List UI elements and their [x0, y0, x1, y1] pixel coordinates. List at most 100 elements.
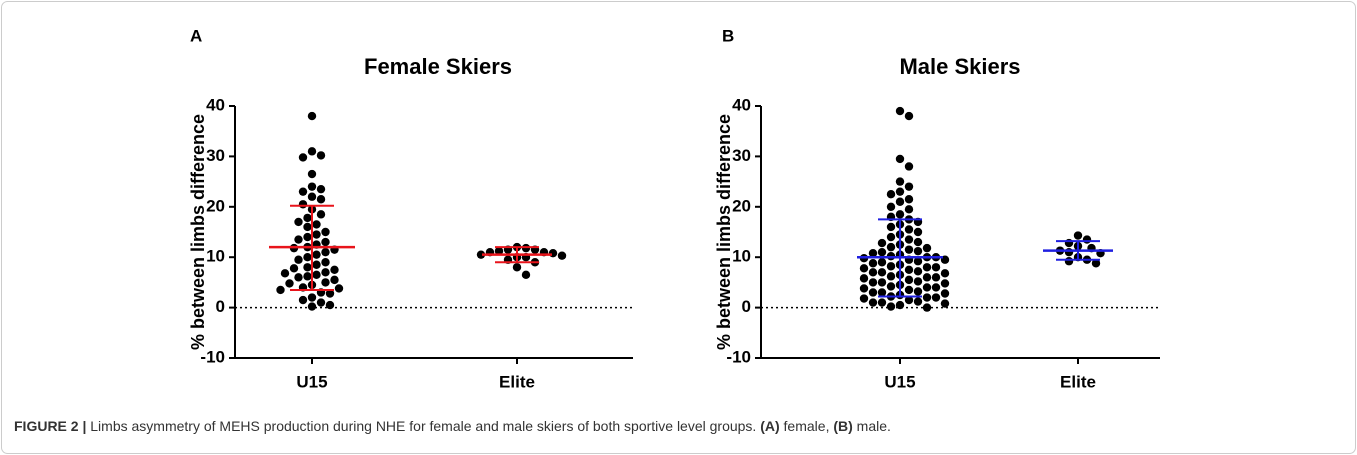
data-point — [877, 258, 887, 267]
data-point — [859, 284, 869, 293]
caption-text: (A) — [760, 418, 780, 434]
data-point — [940, 279, 950, 288]
data-point — [868, 248, 878, 258]
data-point — [913, 267, 923, 276]
data-point — [868, 288, 878, 297]
data-point — [886, 262, 896, 271]
data-point — [307, 293, 317, 302]
caption: FIGURE 2 | Limbs asymmetry of MEHS produ… — [14, 418, 891, 434]
data-point — [316, 298, 326, 307]
data-point — [922, 243, 932, 253]
y-tick-label: 0 — [216, 297, 225, 316]
data-point — [859, 274, 869, 283]
data-point — [303, 253, 312, 262]
data-point — [312, 260, 321, 269]
data-point — [922, 273, 932, 282]
data-point — [931, 263, 941, 272]
data-point — [913, 237, 923, 247]
data-point — [294, 255, 303, 264]
data-point — [303, 263, 312, 272]
data-point — [886, 190, 896, 199]
data-point — [904, 205, 914, 214]
y-axis-label: % between limbs difference — [188, 114, 208, 350]
data-point — [294, 235, 303, 244]
data-point — [913, 287, 923, 296]
y-axis-label: % between limbs difference — [714, 114, 734, 350]
x-tick-label: U15 — [296, 372, 327, 391]
data-point — [1064, 247, 1074, 257]
data-point — [1064, 257, 1074, 266]
data-point — [521, 270, 531, 280]
caption-text: (B) — [833, 418, 853, 434]
data-point — [316, 184, 326, 194]
data-point — [307, 147, 317, 156]
data-point — [548, 248, 558, 258]
data-point — [868, 298, 878, 307]
data-point — [913, 277, 923, 286]
data-point — [303, 232, 312, 242]
data-point — [859, 294, 869, 303]
data-point — [321, 227, 330, 237]
data-point — [316, 195, 326, 204]
data-point — [877, 238, 887, 248]
data-point — [557, 251, 567, 260]
y-tick-label: 10 — [206, 247, 225, 266]
data-point — [334, 284, 344, 293]
data-point — [298, 187, 308, 196]
data-point — [859, 264, 869, 273]
data-point — [931, 283, 941, 292]
caption-text: Limbs asymmetry of MEHS production durin… — [86, 418, 761, 434]
y-tick-label: 30 — [206, 146, 225, 165]
data-point — [922, 303, 932, 312]
caption-text: female, — [779, 418, 834, 434]
data-point — [886, 222, 896, 232]
data-point — [922, 283, 932, 292]
data-point — [312, 270, 321, 280]
data-point — [321, 247, 330, 257]
data-point — [931, 293, 941, 302]
data-point — [877, 288, 887, 297]
data-point — [877, 268, 887, 277]
data-point — [913, 257, 923, 266]
data-point — [276, 285, 285, 295]
data-point — [877, 298, 887, 307]
data-point — [904, 265, 914, 274]
data-point — [886, 272, 896, 281]
data-point — [1073, 231, 1083, 240]
data-point — [325, 300, 335, 310]
data-point — [298, 153, 308, 162]
data-point — [904, 285, 914, 295]
data-point — [868, 278, 878, 287]
data-point — [904, 182, 914, 191]
data-point — [289, 264, 299, 273]
data-point — [877, 278, 887, 287]
y-tick-label: 10 — [732, 247, 751, 266]
data-point — [307, 192, 317, 201]
data-point — [904, 275, 914, 285]
data-point — [312, 230, 321, 239]
data-point — [285, 279, 294, 288]
data-point — [940, 299, 950, 308]
data-point — [321, 237, 330, 247]
data-point — [307, 169, 317, 179]
data-point — [940, 289, 950, 298]
data-point — [904, 295, 914, 305]
data-point — [303, 213, 312, 223]
data-point — [1082, 235, 1092, 244]
data-point — [294, 273, 303, 282]
data-point — [886, 282, 896, 291]
data-point — [895, 177, 905, 186]
data-point — [931, 273, 941, 282]
data-point — [904, 195, 914, 204]
data-point — [913, 246, 923, 256]
data-point — [312, 250, 321, 259]
chart-title: Male Skiers — [899, 54, 1020, 79]
data-point — [494, 246, 504, 256]
y-tick-label: 30 — [732, 146, 751, 165]
data-point — [895, 106, 905, 116]
data-point — [294, 217, 303, 227]
data-point — [895, 187, 905, 196]
data-point — [904, 111, 914, 121]
